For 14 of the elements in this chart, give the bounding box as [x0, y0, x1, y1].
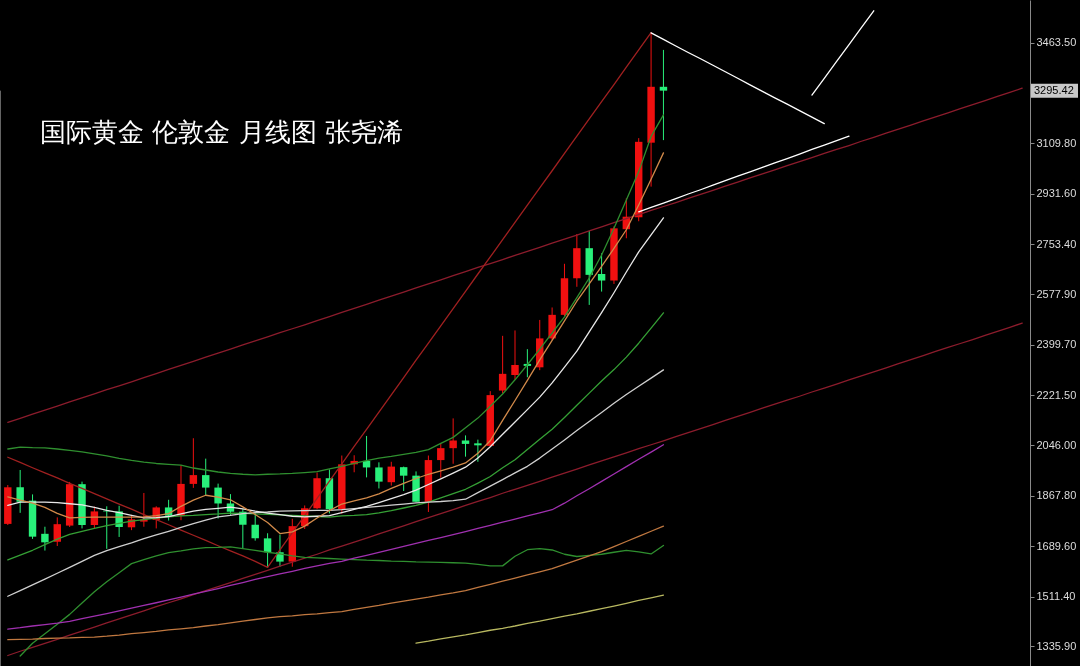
y-tick-label: 2221.50 [1036, 388, 1077, 401]
y-tick-label: 1689.60 [1036, 539, 1077, 552]
y-tick-label: 1335.90 [1036, 639, 1077, 652]
text: 国际黄金 伦敦金 月线图 张尧浠 [40, 117, 403, 147]
y-tick-label: 2753.40 [1036, 237, 1077, 250]
y-tick-label: 1867.80 [1036, 489, 1077, 502]
ref-line-label: 3295.42 [1034, 83, 1074, 96]
y-tick-label: 2577.90 [1036, 287, 1077, 300]
y-tick-label: 1511.40 [1036, 590, 1076, 603]
y-tick-label: 3463.50 [1036, 36, 1077, 49]
y-tick-label: 2931.60 [1036, 187, 1077, 200]
y-tick-label: 3109.80 [1036, 136, 1077, 149]
y-tick-label: 2399.70 [1036, 338, 1077, 351]
y-tick-label: 2046.00 [1036, 438, 1077, 451]
